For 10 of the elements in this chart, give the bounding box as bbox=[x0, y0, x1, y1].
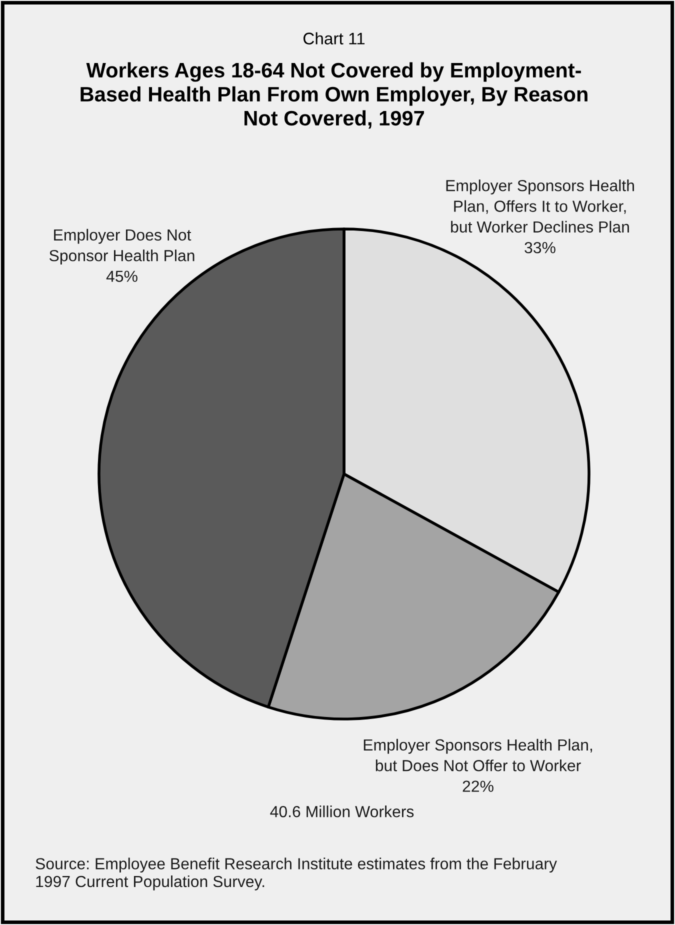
slice-label: Employer Does Not Sponsor Health Plan bbox=[49, 228, 194, 264]
chart-subtitle: Chart 11 bbox=[304, 32, 365, 44]
slice-label: Employer Sponsors Health Plan, Offers It to Worker, but Worker Declines Plan bbox=[446, 180, 634, 233]
slice-label: Employer Sponsors Health Plan, but Does Not Offer to Worker bbox=[364, 738, 592, 772]
chart-title: Workers Ages 18-64 Not Covered by Employment- Based Health Plan From Own Employer, By Reason Not Covered, 1997 bbox=[80, 62, 588, 129]
text: 40.6 Million Workers bbox=[270, 806, 414, 818]
data-label: 33% bbox=[524, 242, 556, 254]
data-label: 22% bbox=[462, 780, 494, 792]
source-note: Source: Employee Benefit Research Institute estimates from the February 1997 Current Population Survey. bbox=[36, 858, 557, 890]
data-label: 45% bbox=[106, 270, 138, 282]
